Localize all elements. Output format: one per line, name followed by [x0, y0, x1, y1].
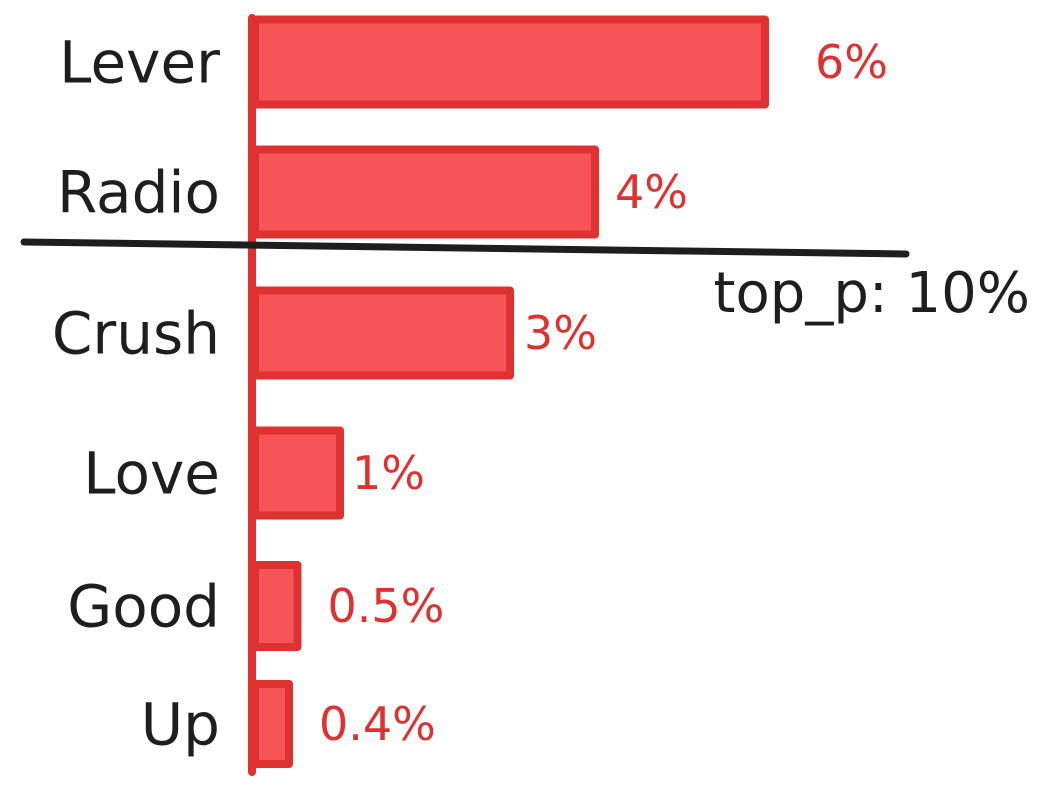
top-p-annotation: top_p: 10%: [714, 261, 1030, 326]
value-label-crush: 3%: [524, 306, 597, 360]
value-label-love: 1%: [352, 446, 425, 500]
top-p-cutoff-line: [20, 238, 910, 258]
category-label-up: Up: [141, 690, 220, 758]
labels-layer: Lever 6% Radio 4% Crush 3% Love 1% Good 0.5% Up 0.4…: [52, 28, 888, 758]
category-label-radio: Radio: [57, 158, 220, 226]
bar-good: [251, 561, 302, 651]
category-label-crush: Crush: [52, 299, 220, 367]
category-label-lever: Lever: [59, 28, 220, 96]
value-label-radio: 4%: [615, 165, 688, 219]
bar-love: [251, 426, 344, 520]
bar-up: [251, 680, 293, 768]
bar-lever: [251, 15, 769, 109]
bar-crush: [251, 286, 514, 380]
bar-radio: [251, 145, 599, 239]
bars-layer: [251, 15, 769, 768]
value-label-lever: 6%: [815, 35, 888, 89]
category-label-good: Good: [67, 572, 220, 640]
category-label-love: Love: [83, 439, 220, 507]
value-label-up: 0.4%: [319, 697, 436, 751]
value-label-good: 0.5%: [328, 579, 445, 633]
